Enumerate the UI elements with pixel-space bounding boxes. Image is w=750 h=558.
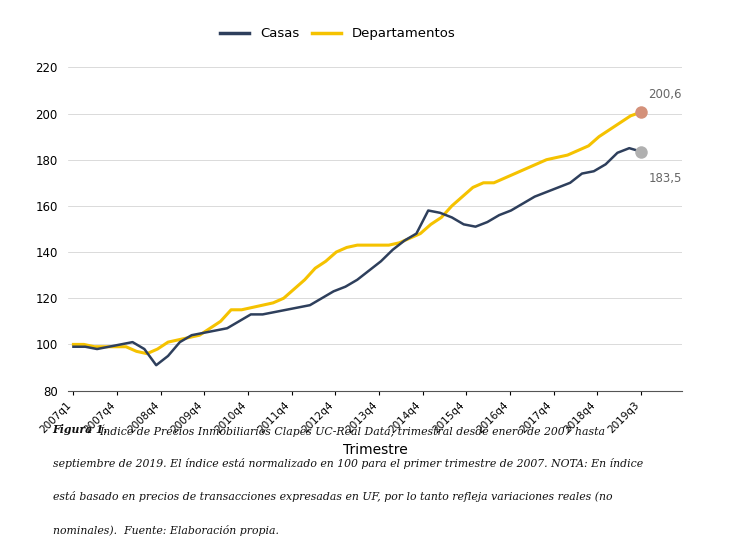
Text: 200,6: 200,6 bbox=[648, 88, 682, 100]
Text: está basado en precios de transacciones expresadas en UF, por lo tanto refleja v: está basado en precios de transacciones … bbox=[53, 491, 612, 502]
Text: nominales).  Fuente: Elaboración propia.: nominales). Fuente: Elaboración propia. bbox=[53, 525, 278, 536]
Text: septiembre de 2019. El índice está normalizado en 100 para el primer trimestre d: septiembre de 2019. El índice está norma… bbox=[53, 458, 643, 469]
Text: Índice de Precios Inmobiliarios Clapes UC-Real Data, trimestral desde enero de 2: Índice de Precios Inmobiliarios Clapes U… bbox=[99, 424, 605, 436]
Text: 183,5: 183,5 bbox=[648, 172, 682, 185]
X-axis label: Trimestre: Trimestre bbox=[343, 443, 407, 457]
Text: Figura 1.: Figura 1. bbox=[53, 424, 108, 435]
Legend: Casas, Departamentos: Casas, Departamentos bbox=[215, 22, 461, 46]
